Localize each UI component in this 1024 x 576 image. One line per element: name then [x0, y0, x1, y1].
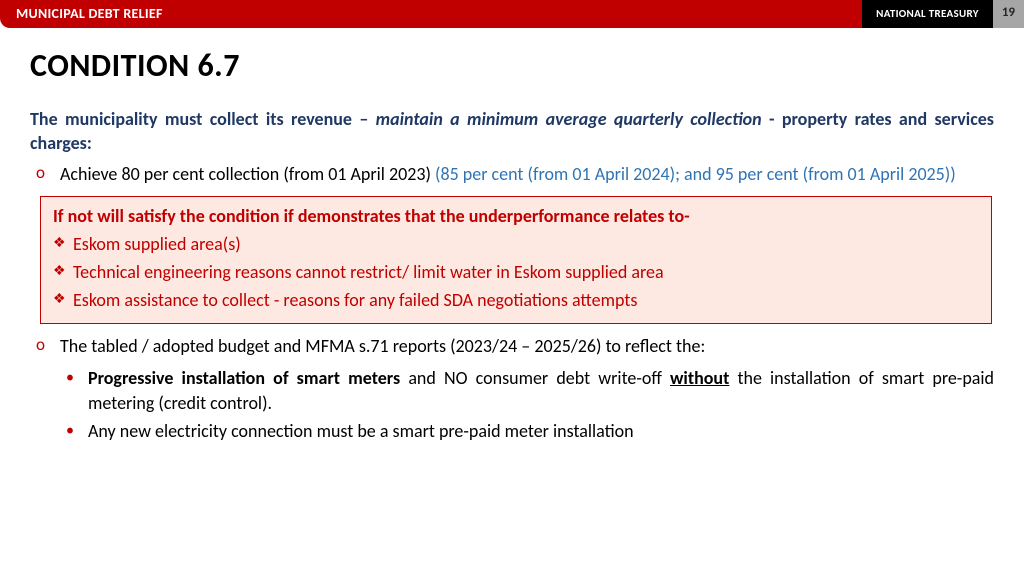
- slide-content: CONDITION 6.7 The municipality must coll…: [0, 28, 1024, 443]
- diamond-icon: ❖: [53, 259, 73, 279]
- callout-text-1: Eskom supplied area(s): [73, 231, 241, 257]
- bullet1-blue: (85 per cent (from 01 April 2024); and 9…: [435, 163, 956, 185]
- lead-paragraph: The municipality must collect its revenu…: [30, 107, 994, 156]
- bullet-item-1: o Achieve 80 per cent collection (from 0…: [30, 162, 994, 186]
- lead-italic: maintain a minimum average quarterly col…: [376, 108, 762, 130]
- header-title: MUNICIPAL DEBT RELIEF: [0, 0, 862, 28]
- sub-bullet-1: • Progressive installation of smart mete…: [66, 366, 994, 415]
- callout-item: ❖ Eskom assistance to collect - reasons …: [53, 287, 979, 313]
- sub-bullet-2-text: Any new electricity connection must be a…: [88, 419, 994, 443]
- circle-marker-icon: o: [36, 334, 60, 355]
- bullet1-black: Achieve 80 per cent collection (from 01 …: [60, 163, 435, 185]
- diamond-icon: ❖: [53, 287, 73, 307]
- callout-item: ❖ Technical engineering reasons cannot r…: [53, 259, 979, 285]
- circle-marker-icon: o: [36, 162, 60, 183]
- diamond-icon: ❖: [53, 231, 73, 251]
- page-number: 19: [993, 0, 1024, 28]
- callout-box: If not will satisfy the condition if dem…: [40, 196, 992, 324]
- dot-icon: •: [66, 419, 88, 440]
- slide-title: CONDITION 6.7: [30, 46, 994, 85]
- callout-text-3: Eskom assistance to collect - reasons fo…: [73, 287, 637, 313]
- bullet-2-text: The tabled / adopted budget and MFMA s.7…: [60, 334, 994, 358]
- sub1-mid: and NO consumer debt write-off: [408, 367, 670, 389]
- callout-item: ❖ Eskom supplied area(s): [53, 231, 979, 257]
- header-org: NATIONAL TREASURY: [862, 0, 993, 28]
- callout-text-2: Technical engineering reasons cannot res…: [73, 259, 664, 285]
- sub-bullet-1-text: Progressive installation of smart meters…: [88, 366, 994, 415]
- sub-bullet-2: • Any new electricity connection must be…: [66, 419, 994, 443]
- dot-icon: •: [66, 366, 88, 387]
- sub-bullets: • Progressive installation of smart mete…: [30, 366, 994, 443]
- sub1-bold: Progressive installation of smart meters: [88, 367, 408, 389]
- callout-heading: If not will satisfy the condition if dem…: [53, 205, 979, 227]
- lead-pre: The municipality must collect its revenu…: [30, 108, 376, 130]
- header-bar: MUNICIPAL DEBT RELIEF NATIONAL TREASURY …: [0, 0, 1024, 28]
- bullet-item-2: o The tabled / adopted budget and MFMA s…: [30, 334, 994, 358]
- bullet-1-text: Achieve 80 per cent collection (from 01 …: [60, 162, 994, 186]
- sub1-underline: without: [670, 367, 729, 389]
